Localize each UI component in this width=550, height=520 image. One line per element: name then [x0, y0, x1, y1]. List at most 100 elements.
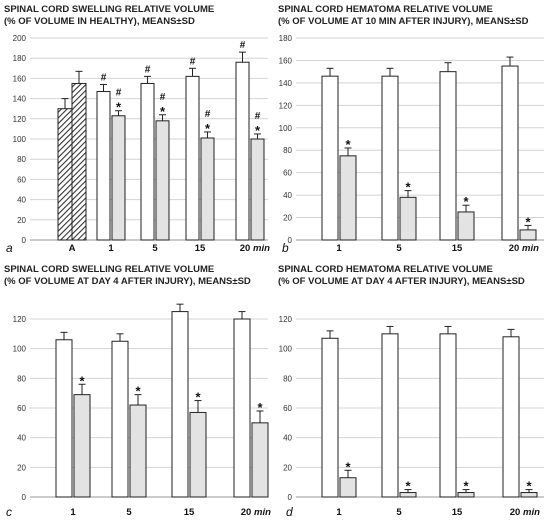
y-tick-label: 40	[283, 191, 292, 200]
x-tick-label: 15	[452, 243, 463, 254]
significance-star: *	[526, 479, 532, 494]
y-tick-label: 20	[283, 214, 292, 223]
x-tick-label: A	[69, 243, 76, 254]
y-tick-label: 120	[13, 115, 27, 124]
x-tick-label: 5	[396, 243, 402, 254]
x-tick-label: 20	[510, 507, 521, 518]
y-tick-label: 0	[288, 493, 293, 502]
y-tick-label: 20	[17, 463, 26, 472]
y-tick-label: 40	[283, 434, 292, 443]
significance-star: *	[345, 137, 351, 152]
significance-hash: #	[145, 64, 151, 75]
x-tick-label: 15	[452, 507, 463, 518]
significance-hash: #	[160, 92, 166, 103]
x-tick-label: 15	[184, 507, 195, 518]
bar	[129, 404, 147, 498]
bar	[185, 75, 200, 241]
x-unit-label: min	[523, 507, 540, 518]
significance-star: *	[525, 214, 531, 229]
x-unit-label: min	[253, 243, 270, 254]
y-tick-label: 0	[288, 236, 293, 245]
y-tick-label: 100	[279, 124, 293, 133]
y-tick-label: 80	[283, 374, 292, 383]
bar	[111, 115, 126, 241]
y-tick-label: 40	[17, 196, 26, 205]
bar	[57, 108, 73, 241]
bar	[55, 339, 73, 498]
bar	[519, 229, 537, 241]
significance-hash: #	[116, 88, 122, 99]
x-tick-label: 1	[108, 243, 114, 254]
significance-star: *	[135, 384, 141, 399]
x-unit-label: min	[254, 507, 271, 518]
bar	[200, 137, 215, 241]
significance-star: *	[160, 104, 166, 119]
significance-star: *	[79, 373, 85, 388]
y-tick-label: 100	[13, 135, 27, 144]
significance-star: *	[257, 400, 263, 415]
significance-star: *	[195, 390, 201, 405]
x-tick-label: 20	[509, 243, 520, 254]
bar	[171, 311, 189, 498]
bar	[502, 336, 520, 498]
panel-letter: b	[282, 241, 289, 255]
chart-panel-b: SPINAL CORD HEMATOMA RELATIVE VOLUME(% O…	[278, 4, 544, 255]
y-tick-label: 160	[279, 56, 293, 65]
y-tick-label: 200	[13, 34, 27, 43]
significance-hash: #	[255, 111, 261, 122]
bar	[233, 318, 251, 498]
significance-hash: #	[205, 109, 211, 120]
bar	[339, 477, 357, 498]
chart-title-line: (% OF VOLUME IN HEALTHY), MEANS±SD	[4, 16, 195, 27]
bar	[251, 422, 269, 498]
y-tick-label: 60	[17, 404, 26, 413]
y-tick-label: 0	[22, 236, 27, 245]
bar	[235, 61, 250, 241]
x-tick-label: 15	[195, 243, 206, 254]
x-tick-label: 5	[152, 243, 158, 254]
y-tick-label: 20	[283, 463, 292, 472]
x-tick-label: 5	[396, 507, 402, 518]
significance-star: *	[116, 100, 122, 115]
bar	[96, 91, 111, 241]
y-tick-label: 100	[279, 345, 293, 354]
chart-panel-c: SPINAL CORD SWELLING RELATIVE VOLUME(% O…	[4, 264, 271, 519]
bar	[439, 71, 457, 241]
panel-letter: d	[286, 505, 293, 519]
bar	[189, 411, 207, 498]
bar	[381, 333, 399, 498]
y-tick-label: 0	[22, 493, 27, 502]
y-tick-label: 120	[279, 315, 293, 324]
significance-star: *	[345, 459, 351, 474]
chart-title-line: SPINAL CORD SWELLING RELATIVE VOLUME	[4, 4, 214, 15]
significance-star: *	[205, 121, 211, 136]
significance-star: *	[255, 123, 261, 138]
bar	[155, 120, 170, 241]
bar	[140, 82, 155, 241]
y-tick-label: 80	[17, 155, 26, 164]
bar	[399, 196, 417, 241]
y-tick-label: 80	[17, 374, 26, 383]
chart-panel-a: SPINAL CORD SWELLING RELATIVE VOLUME(% O…	[4, 4, 270, 255]
bar	[321, 337, 339, 498]
x-tick-label: 1	[336, 507, 342, 518]
x-tick-label: 20	[241, 507, 252, 518]
chart-title-line: (% OF VOLUME AT 10 MIN AFTER INJURY), ME…	[278, 16, 529, 27]
significance-star: *	[405, 479, 411, 494]
y-tick-label: 120	[13, 315, 27, 324]
chart-title-line: (% OF VOLUME AT DAY 4 AFTER INJURY), MEA…	[4, 276, 251, 287]
chart-panel-d: SPINAL CORD HEMATOMA RELATIVE VOLUME(% O…	[278, 264, 544, 519]
chart-title-line: (% OF VOLUME AT DAY 4 AFTER INJURY), MEA…	[278, 276, 525, 287]
chart-title-line: SPINAL CORD SWELLING RELATIVE VOLUME	[4, 264, 214, 275]
y-tick-label: 100	[13, 345, 27, 354]
significance-star: *	[463, 479, 469, 494]
significance-star: *	[405, 180, 411, 195]
x-tick-label: 5	[126, 507, 132, 518]
y-tick-label: 20	[17, 216, 26, 225]
y-tick-label: 140	[13, 95, 27, 104]
y-tick-label: 120	[279, 101, 293, 110]
y-tick-label: 60	[283, 169, 292, 178]
bar	[457, 211, 475, 241]
bar	[73, 394, 91, 498]
